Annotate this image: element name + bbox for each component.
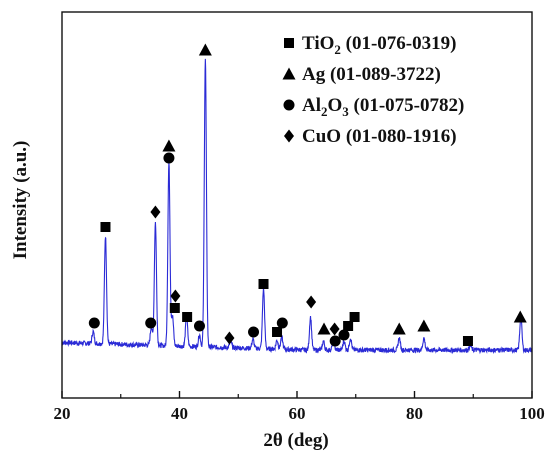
legend-label: TiO2 (01-076-0319) (302, 33, 456, 57)
plot-area (61, 58, 533, 355)
axes: 20 40 60 80 100 (54, 11, 545, 423)
legend-marker-square (284, 38, 294, 48)
x-tick-label: 20 (54, 404, 71, 423)
legend-label: Ag (01-089-3722) (302, 64, 441, 85)
phase-marker-diamond (224, 331, 235, 345)
phase-marker-triangle (513, 310, 527, 323)
x-axis-title: 2θ (deg) (263, 430, 328, 451)
phase-marker-circle (193, 320, 205, 332)
phase-marker-circle (88, 317, 100, 329)
phase-marker-square (169, 303, 180, 313)
legend-marker-circle (283, 99, 295, 111)
phase-marker-square (272, 327, 283, 337)
phase-marker-square (349, 312, 360, 322)
legend-label: Al2O3 (01-075-0782) (302, 95, 464, 119)
y-axis-title: Intensity (a.u.) (10, 141, 31, 260)
phase-marker-circle (163, 152, 175, 164)
plot-frame (61, 11, 533, 399)
phase-marker-square (343, 321, 354, 331)
phase-marker-circle (248, 326, 260, 338)
phase-marker-triangle (317, 322, 331, 335)
phase-marker-square (100, 222, 111, 232)
legend: TiO2 (01-076-0319) Ag (01-089-3722) Al2O3 … (282, 33, 464, 147)
legend-marker-diamond (284, 129, 294, 143)
phase-marker-circle (338, 329, 350, 341)
phase-marker-triangle (162, 139, 176, 152)
xrd-spectrum-line (61, 58, 533, 355)
x-tick-label: 60 (289, 404, 306, 423)
legend-label: CuO (01-080-1916) (302, 126, 457, 147)
phase-marker-triangle (198, 43, 212, 56)
phase-marker-square (258, 279, 269, 289)
phase-markers (88, 43, 527, 347)
phase-marker-diamond (329, 322, 340, 336)
phase-marker-triangle (392, 322, 406, 335)
phase-marker-square (462, 336, 473, 346)
phase-marker-circle (145, 317, 157, 329)
phase-marker-diamond (170, 289, 181, 303)
phase-marker-diamond (150, 205, 161, 219)
x-tick-label: 100 (519, 404, 545, 423)
phase-marker-square (182, 312, 193, 322)
phase-marker-diamond (306, 295, 317, 309)
phase-marker-triangle (417, 319, 431, 332)
x-tick-label: 40 (171, 404, 188, 423)
legend-marker-triangle (282, 67, 296, 80)
phase-marker-circle (276, 317, 288, 329)
phase-marker-circle (329, 335, 341, 347)
x-tick-label: 80 (406, 404, 423, 423)
